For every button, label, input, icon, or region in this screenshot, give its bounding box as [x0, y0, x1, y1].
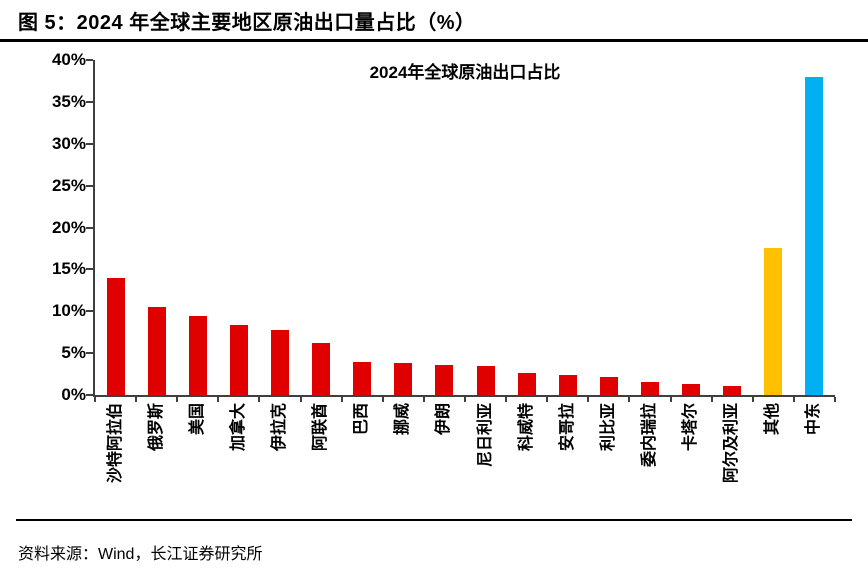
x-tick: [546, 397, 549, 402]
chart-title: 2024年全球原油出口占比: [369, 63, 561, 82]
bar: [188, 316, 207, 395]
bar: [271, 329, 289, 395]
x-tick: [176, 397, 179, 402]
x-axis-label: 阿尔及利亚: [723, 403, 741, 484]
bar: [435, 364, 454, 395]
title-divider: [0, 39, 868, 42]
y-axis-line: [93, 60, 95, 397]
x-axis-label: 中东: [805, 403, 823, 436]
x-axis-label: 利比亚: [599, 403, 617, 452]
x-tick: [381, 397, 384, 402]
y-tick: [86, 142, 93, 145]
bar: [641, 382, 659, 395]
x-axis-label: 伊朗: [435, 403, 453, 436]
y-tick: [86, 59, 93, 61]
bar: [805, 76, 824, 395]
y-tick-label: 35%: [51, 91, 86, 111]
x-tick: [710, 397, 713, 402]
x-tick: [834, 397, 836, 402]
x-axis-label: 其他: [764, 403, 782, 436]
y-tick-label: 20%: [51, 217, 86, 237]
bar: [764, 248, 783, 395]
x-axis-label: 科威特: [517, 403, 535, 452]
x-tick: [751, 397, 754, 402]
x-tick: [464, 397, 466, 402]
x-tick: [669, 397, 672, 402]
y-tick-label: 25%: [51, 175, 86, 195]
x-tick: [505, 397, 508, 402]
source-note: 资料来源：Wind，长江证券研究所: [18, 546, 263, 563]
y-tick-label: 0%: [61, 385, 86, 404]
x-axis-line: [93, 395, 835, 397]
bar: [229, 325, 248, 395]
x-axis-label: 安哥拉: [558, 403, 576, 452]
y-tick: [86, 226, 93, 229]
bar: [558, 374, 577, 395]
x-axis-label: 阿联酋: [312, 403, 330, 452]
bar: [517, 373, 536, 395]
x-axis-label: 挪威: [394, 403, 412, 436]
x-tick: [628, 397, 631, 402]
footer-divider: [16, 519, 852, 521]
y-tick: [86, 310, 93, 313]
x-axis-label: 委内瑞拉: [641, 403, 658, 468]
x-tick: [422, 397, 425, 402]
x-tick: [258, 397, 261, 402]
y-tick-label: 10%: [51, 301, 86, 321]
y-tick-label: 5%: [61, 343, 86, 363]
bar: [106, 277, 125, 395]
x-axis-label: 沙特阿拉伯: [106, 403, 124, 484]
y-tick-label: 15%: [51, 259, 86, 279]
x-axis-label: 卡塔尔: [682, 403, 700, 452]
figure-title: 图 5：2024 年全球主要地区原油出口量占比（%）: [18, 12, 476, 34]
bar: [312, 343, 331, 395]
x-tick: [340, 397, 343, 402]
bar: [353, 361, 372, 395]
y-tick-label: 30%: [51, 133, 86, 153]
x-axis-label: 巴西: [353, 403, 371, 436]
y-tick: [86, 100, 93, 103]
bar: [394, 363, 413, 395]
bar: [682, 384, 701, 395]
x-axis-label: 美国: [188, 403, 206, 436]
y-tick: [86, 268, 93, 271]
x-axis-label: 俄罗斯: [147, 403, 165, 452]
y-tick: [86, 184, 93, 187]
x-tick: [94, 397, 96, 402]
y-tick-label: 40%: [51, 50, 86, 69]
x-tick: [135, 397, 138, 402]
x-tick: [792, 397, 795, 402]
x-axis-label: 伊拉克: [271, 403, 288, 452]
x-tick: [217, 397, 220, 402]
y-tick: [86, 352, 93, 355]
y-tick: [86, 394, 93, 396]
x-tick: [299, 397, 302, 402]
bar: [723, 385, 742, 395]
bar: [599, 376, 618, 395]
bar: [476, 365, 495, 395]
x-tick: [587, 397, 590, 402]
x-axis-label: 加拿大: [229, 403, 247, 452]
bar: [147, 307, 166, 395]
x-axis-label: 尼日利亚: [476, 403, 494, 468]
